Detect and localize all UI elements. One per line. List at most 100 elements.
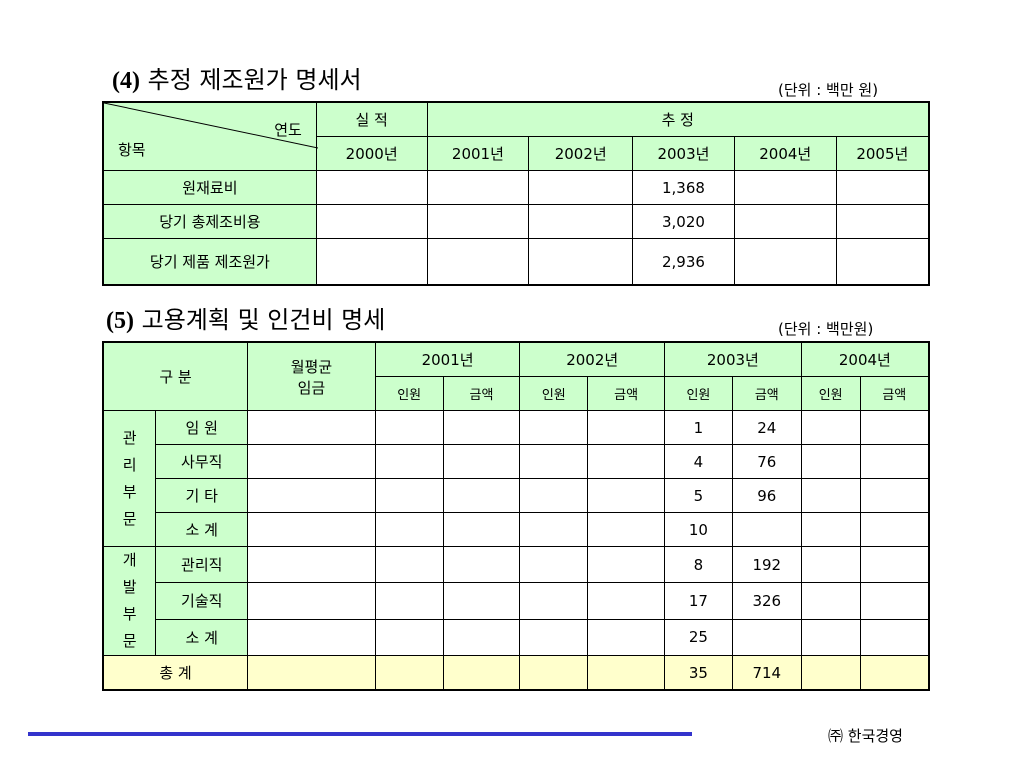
value-cell: 25 (664, 618, 733, 657)
year-header: 2004년 (733, 136, 837, 171)
headcount-header: 인원 (664, 376, 733, 411)
value-cell (519, 618, 589, 657)
table-row: 개 발 부 문 관리직 8 192 (102, 545, 930, 656)
headcount-header: 인원 (374, 376, 444, 411)
corner-year-label: 연도 (274, 121, 302, 139)
table-row: 당기 총제조비용 3,020 (102, 204, 930, 239)
value-cell (519, 478, 589, 513)
wage-cell (247, 582, 376, 620)
section5-title-text: 고용계획 및 인건비 명세 (141, 306, 386, 334)
value-cell (519, 545, 589, 584)
row-label: 기 타 (155, 478, 249, 513)
value-cell (587, 512, 666, 547)
value-cell (733, 238, 837, 286)
group-label-char: 부 (122, 482, 137, 501)
row-label: 당기 제품 제조원가 (102, 238, 317, 286)
group-label-char: 리 (122, 455, 137, 474)
value-cell (528, 238, 634, 286)
wage-cell (247, 618, 376, 657)
footer-rule (28, 732, 692, 736)
value-cell (315, 170, 428, 205)
year-header: 2002년 (519, 341, 666, 377)
group-header-actual: 실 적 (315, 101, 428, 137)
row-label: 원재료비 (102, 170, 317, 205)
value-cell (442, 478, 521, 513)
row-label: 사무직 (155, 444, 249, 479)
total-value-cell (519, 655, 589, 691)
row-label: 당기 총제조비용 (102, 204, 317, 239)
year-header: 2004년 (800, 341, 930, 377)
monthly-wage-header-line2: 임금 (297, 378, 326, 397)
total-row: 총 계 35 714 (102, 655, 930, 691)
diagonal-divider (104, 103, 318, 149)
value-cell (426, 170, 530, 205)
group-header-estimate: 추 정 (426, 101, 930, 137)
value-cell (442, 410, 521, 445)
value-cell (800, 410, 861, 445)
value-cell (587, 582, 666, 620)
value-cell (800, 512, 861, 547)
value-cell (587, 618, 666, 657)
value-cell: 2,936 (632, 238, 735, 286)
year-header: 2000년 (315, 136, 428, 171)
value-cell (800, 618, 861, 657)
section5-title: (5) 고용계획 및 인건비 명세 (106, 300, 385, 335)
category-header: 구 분 (102, 341, 249, 411)
value-cell (315, 238, 428, 286)
value-cell (374, 512, 444, 547)
value-cell (731, 618, 802, 657)
value-cell: 24 (731, 410, 802, 445)
wage-cell (247, 545, 376, 584)
section4-unit-note: (단위 : 백만 원) (778, 81, 879, 99)
value-cell (859, 444, 930, 479)
table-row: 기술직 17 326 (103, 582, 930, 620)
manufacturing-cost-table: 연도 항목 실 적 추 정 2000년 2001년 2002년 2003년 2004년 2… (102, 101, 930, 286)
table-row: 원재료비 1,368 (102, 170, 930, 205)
total-value-cell: 35 (664, 655, 733, 691)
corner-header-cell: 연도 항목 (102, 101, 318, 171)
value-cell (442, 512, 521, 547)
group-label-char: 부 (122, 605, 137, 623)
wage-cell (247, 512, 376, 547)
group-label-char: 관 (122, 428, 137, 447)
section5-number: (5) (106, 308, 134, 334)
value-cell (587, 545, 666, 584)
table-row: 사무직 4 76 (103, 444, 930, 479)
value-cell (442, 618, 521, 657)
value-cell (800, 478, 861, 513)
value-cell (374, 444, 444, 479)
total-value-cell (587, 655, 666, 691)
monthly-wage-header-line1: 월평균 (290, 357, 333, 376)
row-label: 소 계 (155, 512, 249, 547)
value-cell (519, 582, 589, 620)
value-cell (374, 478, 444, 513)
group-label-char: 문 (122, 632, 137, 650)
value-cell (859, 512, 930, 547)
total-label: 총 계 (102, 655, 249, 691)
wage-cell (247, 410, 376, 445)
year-header: 2003년 (632, 136, 735, 171)
value-cell (426, 238, 530, 286)
value-cell (519, 410, 589, 445)
value-cell: 5 (664, 478, 733, 513)
table-row: 소 계 10 (103, 512, 930, 547)
value-cell (800, 444, 861, 479)
value-cell (528, 170, 634, 205)
headcount-header: 인원 (800, 376, 861, 411)
value-cell (731, 512, 802, 547)
year-header: 2005년 (835, 136, 930, 171)
total-value-cell: 714 (731, 655, 802, 691)
value-cell (426, 204, 530, 239)
value-cell (519, 444, 589, 479)
value-cell: 1,368 (632, 170, 735, 205)
row-label: 관리직 (155, 545, 249, 584)
total-wage-cell (247, 655, 376, 691)
wage-cell (247, 478, 376, 513)
amount-header: 금액 (587, 376, 666, 411)
wage-cell (247, 444, 376, 479)
value-cell (587, 478, 666, 513)
section4-title-text: 추정 제조원가 명세서 (147, 66, 362, 94)
value-cell: 3,020 (632, 204, 735, 239)
